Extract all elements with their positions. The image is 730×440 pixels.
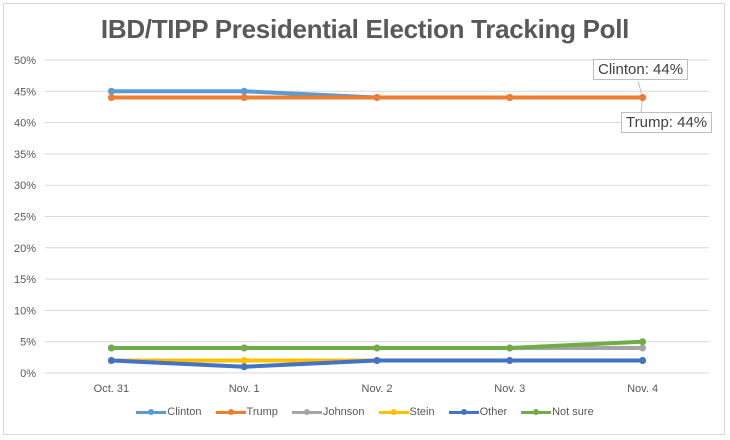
callout-clinton: Clinton: 44% bbox=[593, 59, 689, 80]
data-point-trump bbox=[506, 94, 514, 102]
callout-trump: Trump: 44% bbox=[621, 112, 713, 133]
data-point-other bbox=[506, 356, 514, 364]
legend-item-trump[interactable]: Trump bbox=[215, 406, 278, 418]
legend-label: Other bbox=[479, 406, 508, 418]
legend-swatch-icon bbox=[291, 407, 322, 417]
legend-swatch-icon bbox=[215, 407, 246, 417]
legend-swatch-icon bbox=[378, 407, 409, 417]
data-point-johnson bbox=[639, 344, 647, 352]
data-point-trump bbox=[240, 94, 248, 102]
legend-item-clinton[interactable]: Clinton bbox=[136, 406, 202, 418]
legend-label: Not sure bbox=[552, 406, 594, 418]
legend-label: Trump bbox=[246, 406, 278, 418]
legend-item-not-sure[interactable]: Not sure bbox=[521, 406, 594, 418]
y-tick-label: 50% bbox=[14, 55, 36, 67]
series-other bbox=[107, 356, 647, 371]
y-tick-label: 35% bbox=[14, 149, 36, 161]
chart-title: IBD/TIPP Presidential Election Tracking … bbox=[100, 14, 630, 44]
data-point-not-sure bbox=[240, 344, 248, 352]
data-point-trump bbox=[373, 94, 381, 102]
series-not-sure bbox=[107, 338, 647, 352]
y-tick-label: 25% bbox=[14, 212, 36, 224]
legend-item-johnson[interactable]: Johnson bbox=[291, 406, 365, 418]
legend-swatch-icon bbox=[448, 407, 479, 417]
y-tick-label: 0% bbox=[20, 368, 36, 380]
y-tick-label: 10% bbox=[14, 305, 36, 317]
x-tick-label: Nov. 3 bbox=[494, 383, 525, 395]
legend-item-stein[interactable]: Stein bbox=[378, 406, 435, 418]
y-tick-label: 30% bbox=[14, 180, 36, 192]
y-tick-label: 5% bbox=[20, 337, 36, 349]
x-tick-label: Nov. 4 bbox=[627, 383, 658, 395]
data-point-other bbox=[373, 356, 381, 364]
data-point-other bbox=[240, 363, 248, 371]
data-point-trump bbox=[639, 94, 647, 102]
chart-legend: Clinton Trump Johnson Stein Other Not sure bbox=[0, 406, 730, 418]
data-point-clinton bbox=[107, 87, 115, 95]
y-tick-label: 40% bbox=[14, 118, 36, 130]
y-tick-label: 20% bbox=[14, 243, 36, 255]
legend-label: Johnson bbox=[322, 406, 365, 418]
data-point-not-sure bbox=[506, 344, 514, 352]
data-point-not-sure bbox=[639, 338, 647, 346]
y-tick-label: 45% bbox=[14, 86, 36, 98]
x-tick-label: Oct. 31 bbox=[94, 383, 129, 395]
data-point-not-sure bbox=[107, 344, 115, 352]
legend-swatch-icon bbox=[521, 407, 552, 417]
data-point-trump bbox=[107, 94, 115, 102]
x-tick-label: Nov. 1 bbox=[229, 383, 260, 395]
legend-label: Clinton bbox=[167, 406, 202, 418]
data-point-not-sure bbox=[373, 344, 381, 352]
data-point-stein bbox=[240, 356, 248, 364]
series-trump bbox=[107, 94, 647, 102]
x-tick-label: Nov. 2 bbox=[362, 383, 393, 395]
y-tick-label: 15% bbox=[14, 274, 36, 286]
data-point-other bbox=[107, 356, 115, 364]
data-point-other bbox=[639, 356, 647, 364]
data-point-clinton bbox=[240, 87, 248, 95]
legend-swatch-icon bbox=[136, 407, 167, 417]
legend-label: Stein bbox=[409, 406, 435, 418]
legend-item-other[interactable]: Other bbox=[448, 406, 508, 418]
